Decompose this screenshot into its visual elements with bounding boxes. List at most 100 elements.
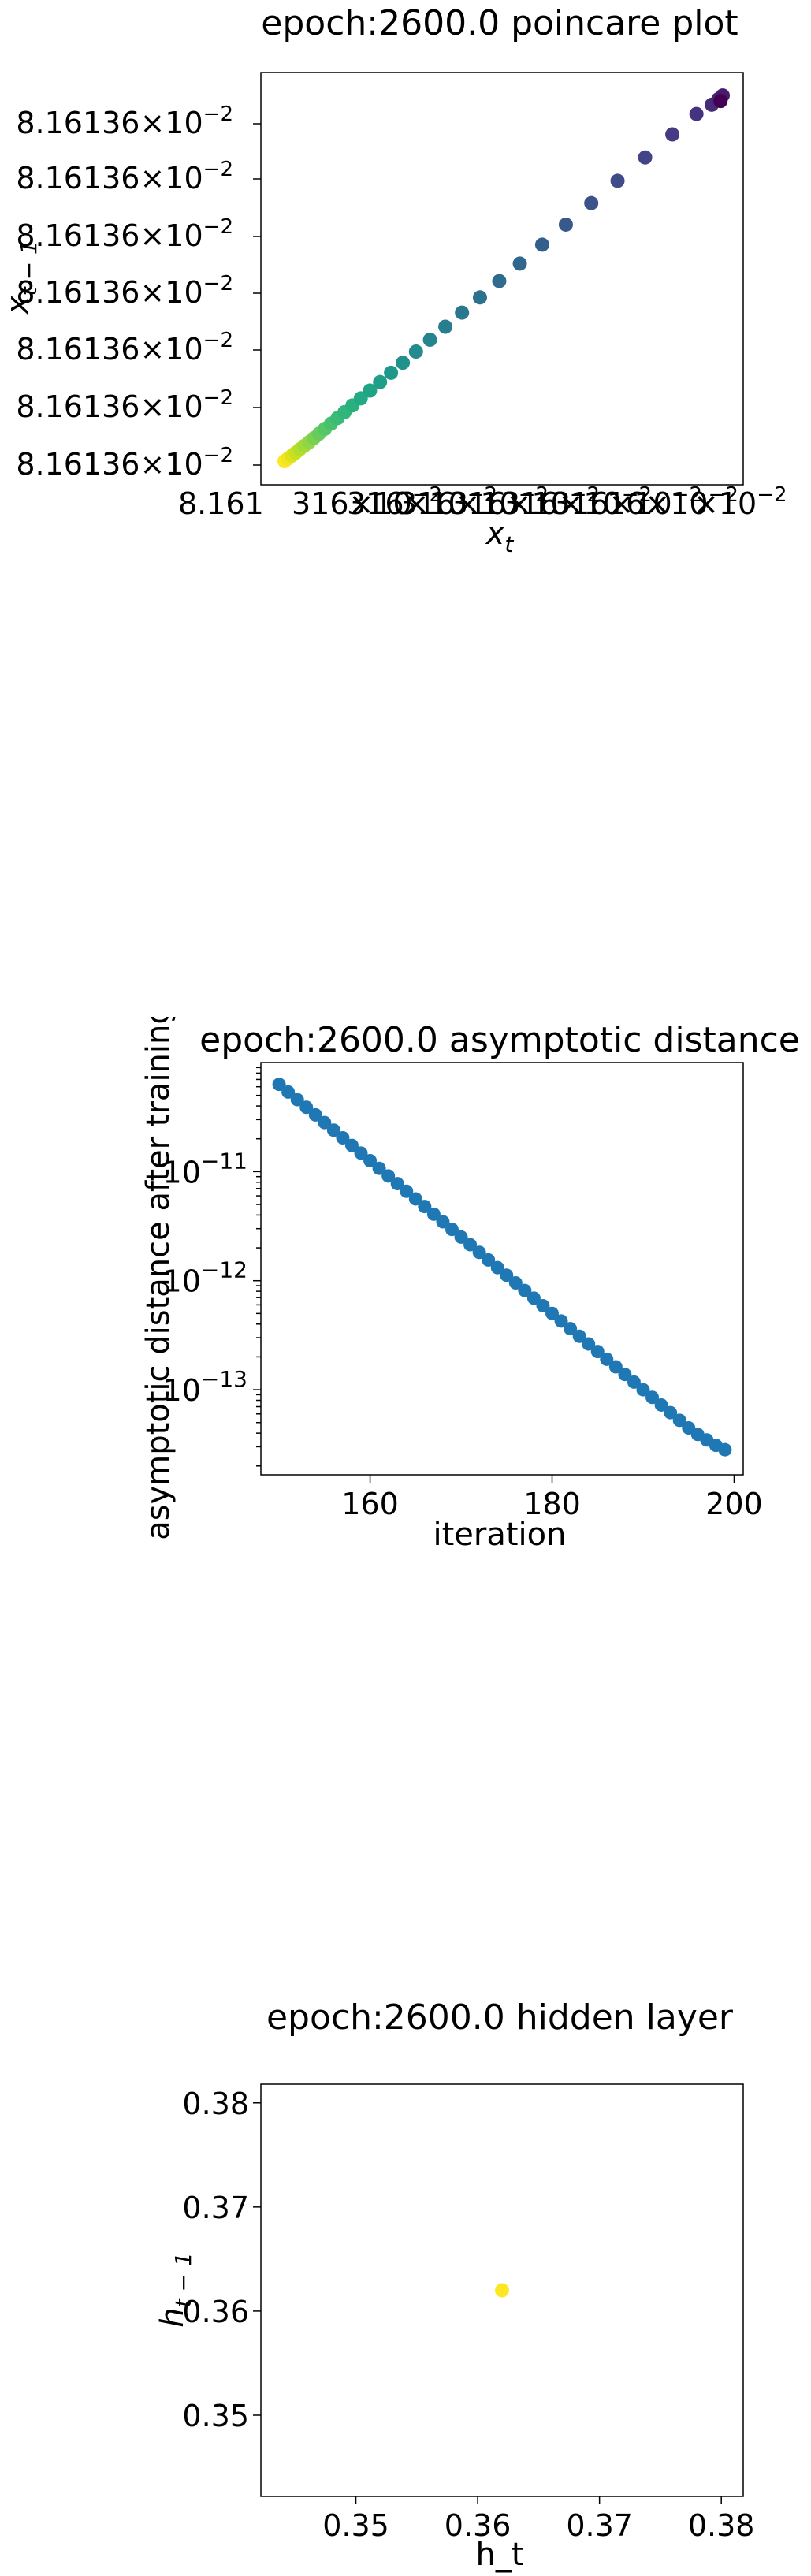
poincare-y-ticks: 8.16136×10−2 8.16136×10−2 8.16136×10−2 8.16… xyxy=(16,102,261,482)
asymptotic-point xyxy=(363,1154,378,1168)
asymptotic-point xyxy=(526,1291,541,1305)
hidden-chart: epoch:2600.0 hidden layer 0.350.360.370.… xyxy=(154,1997,754,2573)
asymptotic-x-tick-label: 160 xyxy=(341,1487,399,1521)
asymptotic-point xyxy=(664,1405,678,1420)
hidden-y-ticks: 0.35 0.36 0.37 0.38 xyxy=(182,2086,261,2433)
asymptotic-point xyxy=(490,1260,504,1275)
asymptotic-point xyxy=(299,1100,314,1115)
hidden-xlabel: h_t xyxy=(475,2537,523,2573)
hidden-points xyxy=(495,2283,509,2298)
poincare-point xyxy=(422,332,437,347)
asymptotic-point xyxy=(390,1177,404,1191)
poincare-y-tick-label: 8.16136×10−2 xyxy=(16,158,233,195)
asymptotic-xlabel: iteration xyxy=(433,1517,567,1553)
asymptotic-point xyxy=(381,1169,396,1183)
hidden-x-tick-label: 0.36 xyxy=(445,2508,512,2543)
asymptotic-point xyxy=(654,1398,668,1412)
poincare-point xyxy=(363,383,378,398)
asymptotic-point xyxy=(618,1368,632,1382)
poincare-point xyxy=(610,173,625,188)
asymptotic-point xyxy=(272,1078,286,1092)
hidden-x-tick-label: 0.35 xyxy=(322,2508,389,2543)
asymptotic-point xyxy=(336,1130,350,1145)
poincare-x-tick-label: 316×10−2 xyxy=(347,483,497,521)
poincare-points xyxy=(277,88,730,468)
asymptotic-point xyxy=(518,1283,532,1297)
asymptotic-point xyxy=(536,1299,550,1313)
asymptotic-point xyxy=(590,1345,605,1359)
asymptotic-title: epoch:2600.0 asymptotic distance xyxy=(199,1020,800,1060)
asymptotic-point xyxy=(372,1161,386,1175)
poincare-point xyxy=(455,305,470,320)
asymptotic-points xyxy=(272,1078,732,1457)
asymptotic-point xyxy=(408,1192,422,1206)
asymptotic-point xyxy=(354,1146,368,1160)
asymptotic-point xyxy=(608,1360,623,1374)
asymptotic-point xyxy=(436,1215,450,1229)
hidden-x-tick-label: 0.38 xyxy=(688,2508,755,2543)
asymptotic-point xyxy=(554,1314,568,1328)
asymptotic-point xyxy=(281,1085,296,1099)
asymptotic-point xyxy=(636,1383,650,1397)
asymptotic-chart: epoch:2600.0 asymptotic distance 10−1110… xyxy=(140,1017,800,1553)
poincare-y-tick-label: 8.16136×10−2 xyxy=(16,215,233,253)
asymptotic-plot-area xyxy=(260,1062,744,1476)
asymptotic-point xyxy=(582,1337,596,1351)
hidden-ylabel: ht − 1 xyxy=(154,2252,196,2327)
asymptotic-point xyxy=(426,1207,441,1221)
poincare-chart: epoch:2600.0 poincare plot 8.16136×10−28… xyxy=(0,3,787,557)
asymptotic-point xyxy=(572,1329,586,1343)
hidden-y-tick-label: 0.37 xyxy=(182,2191,249,2225)
asymptotic-point xyxy=(472,1245,486,1260)
poincare-x-tick-label: 8.161 xyxy=(178,486,264,521)
poincare-y-tick-label: 8.16136×10−2 xyxy=(16,272,233,310)
poincare-point xyxy=(396,356,411,370)
hidden-title: epoch:2600.0 hidden layer xyxy=(266,1997,734,2038)
poincare-point xyxy=(689,106,704,121)
poincare-y-tick-label: 8.16136×10−2 xyxy=(16,329,233,367)
poincare-x-tick-label: 316×10−2 xyxy=(449,483,600,521)
poincare-y-tick-label: 8.16136×10−2 xyxy=(16,386,233,424)
asymptotic-point xyxy=(318,1115,332,1130)
poincare-y-tick-label: 8.16136×10−2 xyxy=(16,102,233,140)
poincare-point xyxy=(638,150,653,165)
poincare-y-tick-label: 8.16136×10−2 xyxy=(16,444,233,482)
poincare-point xyxy=(492,274,507,288)
poincare-point xyxy=(438,319,453,334)
poincare-point xyxy=(534,237,549,252)
poincare-point xyxy=(512,256,527,271)
asymptotic-point xyxy=(344,1138,359,1152)
poincare-point xyxy=(384,365,399,380)
asymptotic-ylabel: asymptotic distance after training xyxy=(140,1017,177,1540)
poincare-xlabel: xt xyxy=(485,516,515,557)
hidden-x-ticks: 0.35 0.36 0.37 0.38 xyxy=(322,2496,754,2543)
asymptotic-x-tick-label: 200 xyxy=(705,1487,763,1521)
asymptotic-point xyxy=(545,1306,560,1320)
poincare-point xyxy=(373,374,388,389)
poincare-x-tick-label: 316×10−2 xyxy=(501,483,652,521)
asymptotic-point xyxy=(326,1123,340,1137)
asymptotic-point xyxy=(718,1442,732,1457)
asymptotic-point xyxy=(564,1322,578,1336)
poincare-point xyxy=(558,217,573,232)
hidden-plot-area xyxy=(260,2083,744,2497)
poincare-plot-area xyxy=(260,72,744,486)
asymptotic-x-ticks: 160 180 200 xyxy=(341,1475,763,1521)
poincare-point xyxy=(665,127,680,142)
poincare-point xyxy=(408,344,423,359)
hidden-x-tick-label: 0.37 xyxy=(566,2508,633,2543)
asymptotic-point xyxy=(308,1107,322,1122)
asymptotic-point xyxy=(445,1223,459,1237)
asymptotic-point xyxy=(508,1275,523,1290)
hidden-y-tick-label: 0.38 xyxy=(182,2086,249,2121)
poincare-title: epoch:2600.0 poincare plot xyxy=(261,3,738,43)
asymptotic-point xyxy=(400,1184,414,1198)
hidden-y-tick-label: 0.35 xyxy=(182,2399,249,2433)
asymptotic-point xyxy=(418,1200,432,1214)
poincare-point xyxy=(472,290,487,305)
asymptotic-point xyxy=(463,1238,478,1252)
poincare-x-ticks: 8.161 316×10−2316×10−2316×10−2316×10−2316… xyxy=(178,483,787,521)
asymptotic-point xyxy=(600,1352,614,1366)
asymptotic-point xyxy=(627,1375,641,1389)
